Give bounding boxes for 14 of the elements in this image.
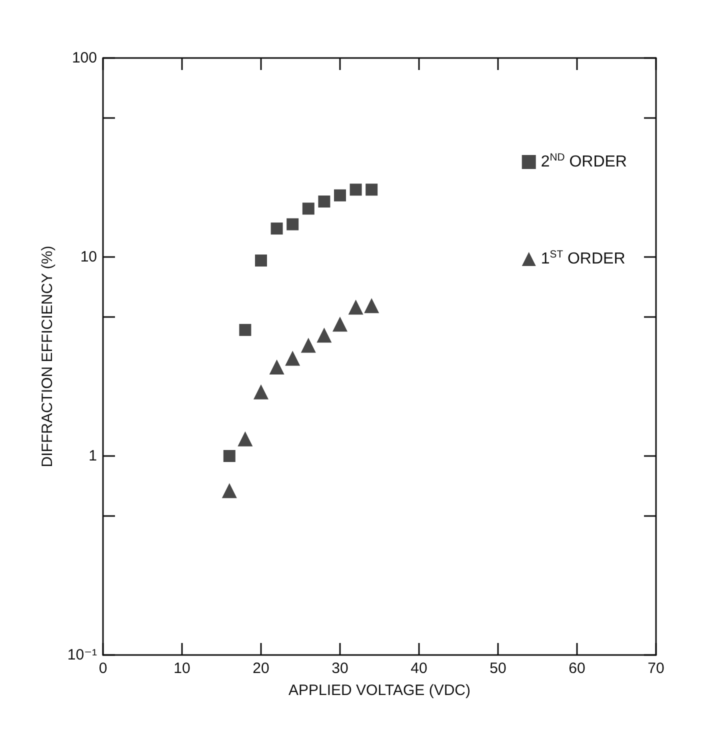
- x-tick-label: 30: [332, 660, 348, 677]
- x-tick-label: 60: [568, 660, 586, 677]
- y-tick-label: 10⁻¹: [67, 646, 97, 664]
- y-tick-label: 10: [80, 248, 97, 266]
- y-tick-label: 100: [72, 50, 97, 66]
- x-tick-label: 50: [490, 660, 506, 677]
- x-tick-label: 40: [410, 660, 428, 677]
- y-axis-title: DIFFRACTION EFFICIENCY (%): [39, 246, 56, 468]
- x-axis-title: APPLIED VOLTAGE (VDC): [288, 682, 470, 699]
- x-tick-label: 0: [98, 660, 108, 677]
- x-tick-label: 20: [252, 660, 270, 677]
- y-tick-label: 1: [88, 448, 97, 464]
- x-tick-label: 10: [174, 660, 190, 677]
- x-tick-label: 70: [648, 660, 664, 677]
